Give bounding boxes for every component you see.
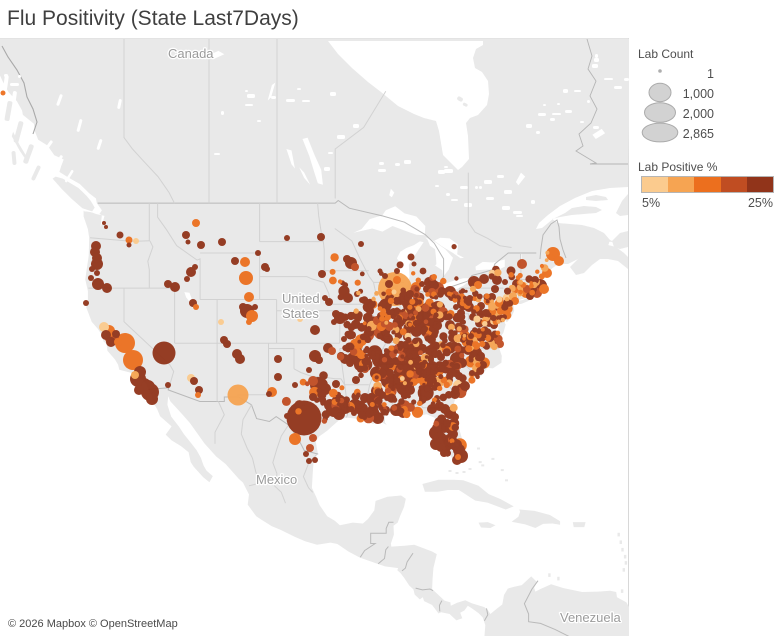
svg-text:States: States — [282, 306, 319, 321]
svg-text:United: United — [282, 291, 320, 306]
svg-text:Venezuela: Venezuela — [560, 610, 621, 625]
svg-text:Mexico: Mexico — [256, 472, 297, 487]
svg-text:Canada: Canada — [168, 46, 214, 61]
